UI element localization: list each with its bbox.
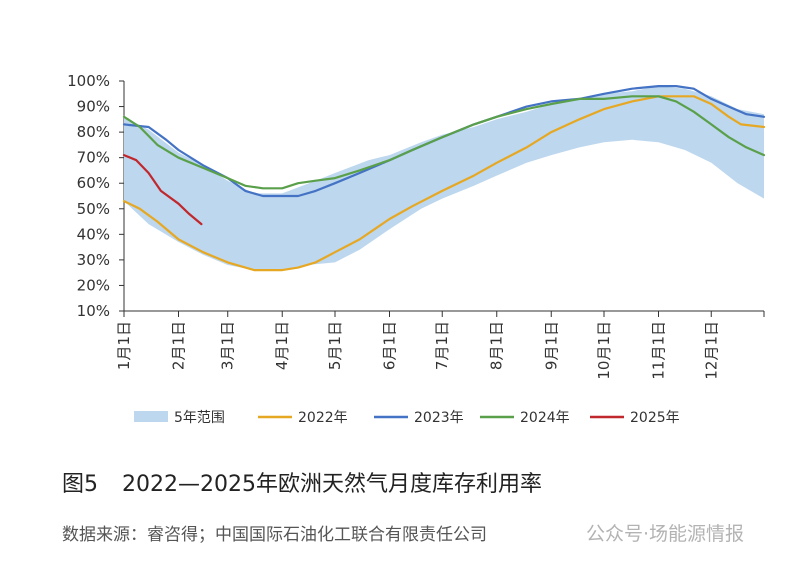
y-tick-label: 60% [77,174,110,192]
x-tick-label: 8月1日 [488,321,506,370]
y-tick-label: 70% [77,149,110,167]
figure-number: 图5 [62,472,98,497]
series-line-2022年 [122,95,766,272]
y-tick-label: 30% [77,251,110,269]
y-tick-label: 90% [77,98,110,116]
y-tick-label: 20% [77,276,110,294]
y-tick-label: 50% [77,200,110,218]
y-tick-label: 40% [77,225,110,243]
series-line-2024年 [122,95,766,190]
y-axis: 100% 90% 80% 70% 60% 50% 40% 30% 20% 10% [67,72,125,320]
y-tick-label: 80% [77,123,110,141]
watermark: 公众号·场能源情报 [586,523,745,545]
legend-label: 2022年 [298,410,348,426]
x-tick-label: 10月1日 [595,321,613,380]
figure-caption: 图5 2022—2025年欧洲天然气月度库存利用率 [62,466,542,498]
series-layer [122,84,766,272]
band-5yr-range [124,86,764,271]
x-tick-label: 6月1日 [380,321,398,370]
legend-swatch-band [134,411,168,422]
legend: 5年范围 2022年 2023年 2024年 2025年 [134,409,680,426]
data-source: 数据来源：睿咨得；中国国际石油化工联合有限责任公司 [62,525,487,545]
x-tick-label: 9月1日 [542,321,560,370]
x-tick-label: 4月1日 [273,321,291,370]
x-tick-label: 3月1日 [219,321,237,370]
legend-label: 2025年 [630,410,680,426]
legend-label: 2024年 [520,410,570,426]
y-tick-label: 10% [77,302,110,320]
band-layer [124,86,764,271]
y-tick-label: 100% [67,72,110,90]
figure-title: 2022—2025年欧洲天然气月度库存利用率 [122,472,542,497]
x-tick-label: 12月1日 [702,321,720,380]
series-line-2025年 [122,154,203,226]
legend-label: 5年范围 [174,409,225,426]
x-axis: 1月1日 2月1日 3月1日 4月1日 5月1日 6月1日 7月1日 8月1日 9月1日 10月1… [115,310,765,380]
x-tick-label: 2月1日 [170,321,188,370]
x-tick-label: 1月1日 [115,321,133,370]
chart: 100% 90% 80% 70% 60% 50% 40% 30% 20% 10% 1月1日 2月1日… [67,72,766,426]
legend-label: 2023年 [414,410,464,426]
x-tick-label: 11月1日 [650,321,668,380]
x-tick-label: 5月1日 [326,321,344,370]
x-tick-label: 7月1日 [433,321,451,370]
